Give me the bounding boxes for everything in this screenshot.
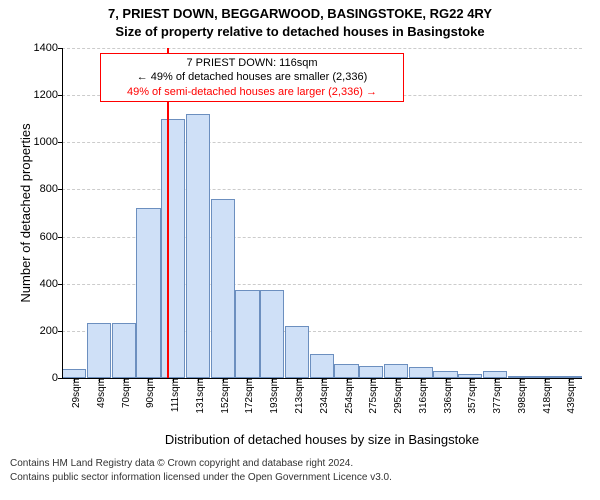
gridline [62,189,582,190]
histogram-bar [409,367,433,378]
x-axis-label: Distribution of detached houses by size … [62,432,582,447]
xtick-label: 398sqm [515,378,528,414]
xtick-label: 377sqm [490,378,503,414]
xtick-label: 90sqm [143,378,156,408]
histogram-bar [384,364,408,378]
x-axis-line [62,378,582,379]
histogram-bar [334,364,358,378]
histogram-bar [285,326,309,378]
xtick-label: 234sqm [317,378,330,414]
xtick-label: 131sqm [193,378,206,414]
xtick-label: 172sqm [242,378,255,414]
y-axis-label: Number of detached properties [18,123,33,302]
xtick-label: 49sqm [94,378,107,408]
xtick-label: 295sqm [391,378,404,414]
histogram-bar [260,290,284,378]
xtick-label: 111sqm [168,378,181,412]
footer-line-2: Contains public sector information licen… [10,472,392,483]
annotation-line: ← 49% of detached houses are smaller (2,… [107,70,397,84]
y-axis-line [62,48,63,378]
xtick-label: 418sqm [540,378,553,414]
xtick-label: 357sqm [465,378,478,414]
xtick-label: 336sqm [441,378,454,414]
histogram-bar [359,366,383,378]
gridline [62,48,582,49]
chart-title-2: Size of property relative to detached ho… [0,24,600,39]
histogram-bar [211,199,235,378]
histogram-bar [161,119,185,378]
xtick-label: 275sqm [366,378,379,414]
histogram-bar [87,323,111,378]
histogram-bar [62,369,86,378]
gridline [62,142,582,143]
xtick-label: 254sqm [342,378,355,414]
annotation-line: 49% of semi-detached houses are larger (… [107,85,397,99]
chart-title-1: 7, PRIEST DOWN, BEGGARWOOD, BASINGSTOKE,… [0,6,600,21]
footer-line-1: Contains HM Land Registry data © Crown c… [10,458,353,469]
chart-container: 7, PRIEST DOWN, BEGGARWOOD, BASINGSTOKE,… [0,0,600,500]
histogram-bar [112,323,136,378]
annotation-box: 7 PRIEST DOWN: 116sqm← 49% of detached h… [100,53,404,102]
histogram-bar [136,208,160,378]
histogram-bar [186,114,210,378]
xtick-label: 70sqm [119,378,132,408]
xtick-label: 193sqm [267,378,280,414]
histogram-bar [483,371,507,378]
xtick-label: 29sqm [69,378,82,408]
xtick-label: 316sqm [416,378,429,414]
xtick-label: 439sqm [564,378,577,414]
histogram-bar [235,290,259,378]
xtick-label: 213sqm [292,378,305,414]
histogram-bar [310,354,334,378]
annotation-line: 7 PRIEST DOWN: 116sqm [107,56,397,70]
histogram-bar [433,371,457,378]
xtick-label: 152sqm [218,378,231,414]
